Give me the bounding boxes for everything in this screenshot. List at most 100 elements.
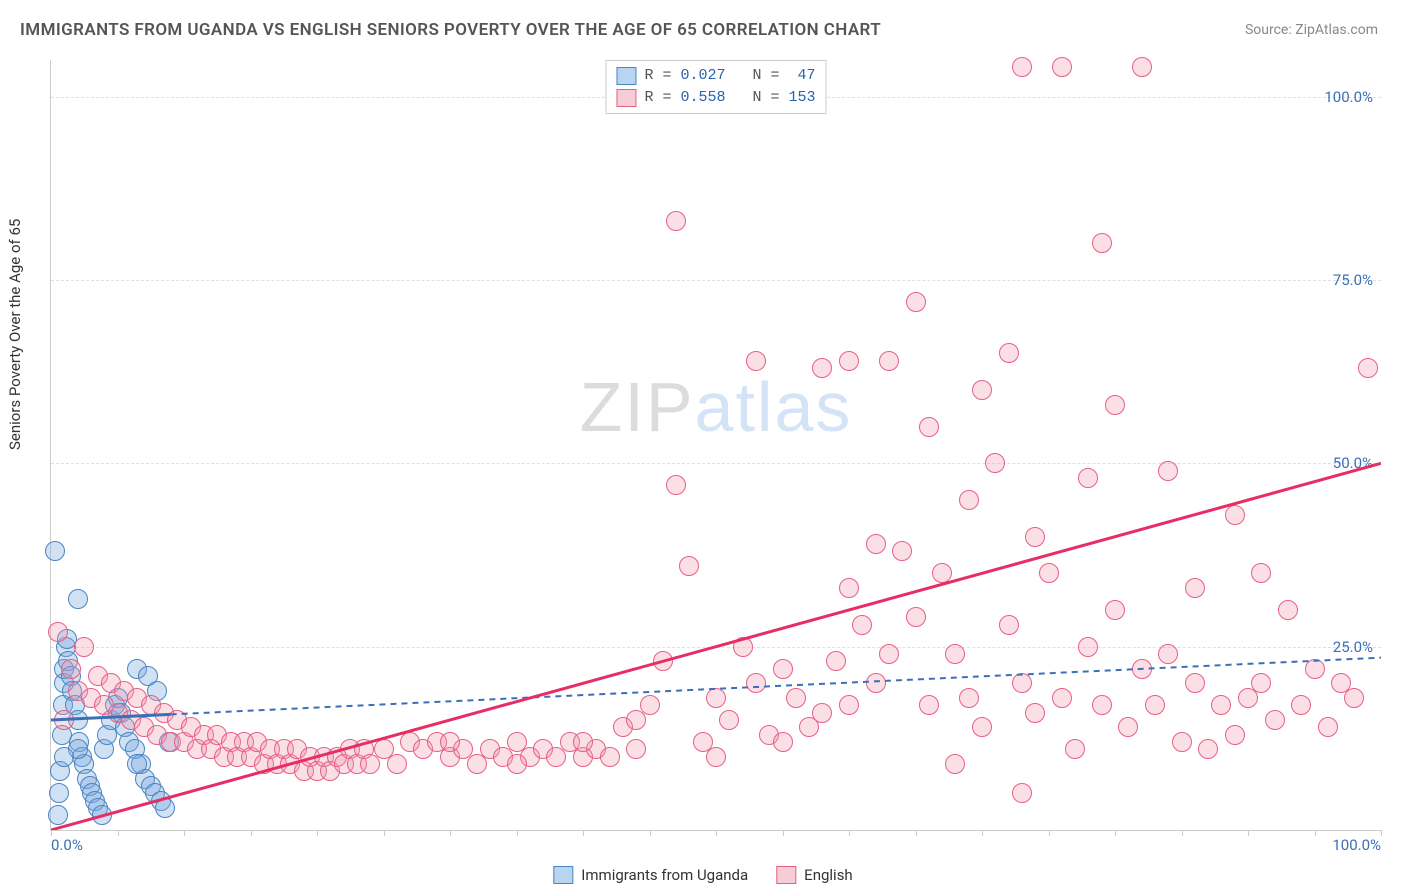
point-english	[1291, 695, 1311, 715]
point-english	[879, 351, 899, 371]
legend-row-english: R = 0.558 N = 153	[616, 87, 815, 109]
x-tick	[184, 830, 185, 836]
point-english	[1052, 688, 1072, 708]
point-english	[1132, 57, 1152, 77]
y-axis-label: Seniors Poverty Over the Age of 65	[6, 219, 24, 450]
point-english	[1211, 695, 1231, 715]
swatch-uganda	[616, 67, 636, 85]
point-english	[507, 754, 527, 774]
legend-item-uganda: Immigrants from Uganda	[553, 866, 748, 884]
swatch-uganda-b	[553, 866, 573, 884]
point-english	[1145, 695, 1165, 715]
point-english	[1198, 739, 1218, 759]
x-tick	[1315, 830, 1316, 836]
point-english	[666, 475, 686, 495]
gridline-y	[51, 463, 1381, 464]
point-english	[54, 710, 74, 730]
point-english	[706, 747, 726, 767]
point-english	[1078, 468, 1098, 488]
point-english	[1344, 688, 1364, 708]
legend-label-uganda: Immigrants from Uganda	[581, 866, 748, 884]
point-uganda	[45, 541, 65, 561]
x-tick	[583, 830, 584, 836]
watermark-zip: ZIP	[580, 368, 695, 446]
x-tick	[317, 830, 318, 836]
point-english	[387, 754, 407, 774]
point-english	[906, 607, 926, 627]
x-tick	[650, 830, 651, 836]
gridline-y	[51, 280, 1381, 281]
x-tick	[716, 830, 717, 836]
point-english	[1039, 563, 1059, 583]
point-english	[892, 541, 912, 561]
point-english	[826, 651, 846, 671]
point-english	[746, 351, 766, 371]
legend-text-uganda: R = 0.027 N = 47	[644, 65, 815, 87]
point-english	[746, 673, 766, 693]
point-english	[1172, 732, 1192, 752]
point-english	[906, 292, 926, 312]
point-english	[932, 563, 952, 583]
point-english	[440, 732, 460, 752]
point-uganda	[54, 747, 74, 767]
point-english	[972, 717, 992, 737]
swatch-english-b	[776, 866, 796, 884]
legend-correlation: R = 0.027 N = 47 R = 0.558 N = 153	[605, 60, 826, 114]
plot-area: ZIPatlas R = 0.027 N = 47 R = 0.558 N = …	[50, 60, 1381, 831]
legend-row-uganda: R = 0.027 N = 47	[616, 65, 815, 87]
point-english	[61, 659, 81, 679]
point-english	[626, 739, 646, 759]
watermark: ZIPatlas	[580, 367, 853, 447]
point-english	[773, 732, 793, 752]
x-tick	[251, 830, 252, 836]
x-tick	[384, 830, 385, 836]
legend-item-english: English	[776, 866, 853, 884]
point-english	[1305, 659, 1325, 679]
point-english	[985, 453, 1005, 473]
point-english	[1025, 703, 1045, 723]
point-uganda	[68, 589, 88, 609]
point-english	[1185, 673, 1205, 693]
point-english	[74, 637, 94, 657]
point-english	[839, 578, 859, 598]
point-english	[1065, 739, 1085, 759]
point-english	[1092, 695, 1112, 715]
point-english	[866, 534, 886, 554]
point-english	[1132, 659, 1152, 679]
point-uganda	[49, 783, 69, 803]
point-english	[1012, 673, 1032, 693]
point-uganda	[155, 798, 175, 818]
y-tick-label: 25.0%	[1333, 638, 1373, 656]
point-english	[839, 695, 859, 715]
swatch-english	[616, 89, 636, 107]
source-label: Source:	[1245, 22, 1292, 38]
point-english	[626, 710, 646, 730]
point-english	[1225, 725, 1245, 745]
point-english	[1265, 710, 1285, 730]
x-tick	[450, 830, 451, 836]
point-english	[972, 380, 992, 400]
point-english	[786, 688, 806, 708]
legend-label-english: English	[804, 866, 853, 884]
x-tick	[783, 830, 784, 836]
point-english	[653, 651, 673, 671]
point-english	[1052, 57, 1072, 77]
point-english	[999, 615, 1019, 635]
point-uganda	[48, 805, 68, 825]
point-english	[959, 490, 979, 510]
point-english	[1105, 395, 1125, 415]
point-english	[1251, 673, 1271, 693]
legend-series: Immigrants from Uganda English	[553, 866, 852, 884]
y-tick-label: 75.0%	[1333, 271, 1373, 289]
point-english	[1158, 461, 1178, 481]
point-english	[1012, 783, 1032, 803]
source-link[interactable]: ZipAtlas.com	[1295, 22, 1378, 38]
x-tick	[1115, 830, 1116, 836]
point-english	[573, 732, 593, 752]
point-english	[1225, 505, 1245, 525]
point-uganda	[127, 754, 147, 774]
point-english	[839, 351, 859, 371]
y-tick-label: 50.0%	[1333, 454, 1373, 472]
point-english	[706, 688, 726, 708]
legend-text-english: R = 0.558 N = 153	[644, 87, 815, 109]
